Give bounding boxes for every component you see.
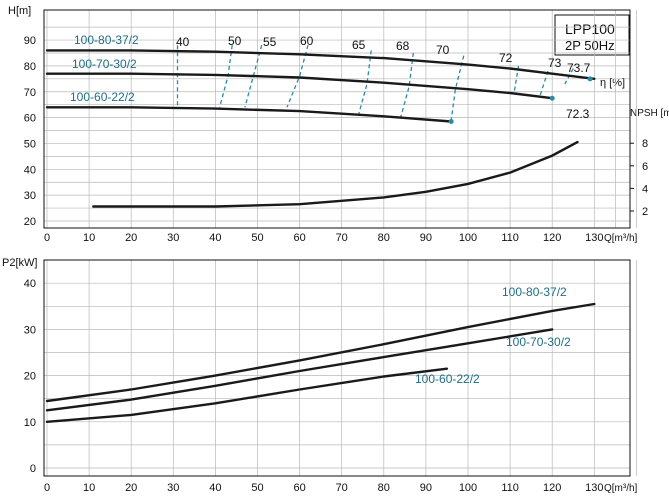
bottom-y-tick: 20: [24, 371, 36, 383]
bottom-x-tick: 90: [420, 482, 432, 494]
top-plot-frame: [43, 9, 631, 229]
top-y-tick: 20: [24, 216, 36, 228]
head-series-label: 100-80-37/2: [74, 33, 139, 47]
top-x-tick: 30: [167, 232, 179, 244]
bottom-x-tick: 130: [585, 482, 603, 494]
bottom-x-tick: 0: [44, 482, 50, 494]
bottom-y-tick: 0: [30, 463, 36, 475]
title-box: [554, 14, 630, 56]
top-y-axis-label: H[m]: [8, 5, 31, 17]
npsh-tick: 8: [642, 138, 648, 150]
top-x-tick: 80: [378, 232, 390, 244]
efficiency-value-label: 73.7: [567, 61, 591, 75]
efficiency-isoline: [513, 65, 520, 92]
power-curve-100-80-37/2: [45, 302, 596, 403]
top-y-tick: 70: [24, 87, 36, 99]
head-curve-100-80-37/2: [45, 49, 596, 80]
bottom-x-tick: 10: [83, 482, 95, 494]
bottom-y-tick: 10: [24, 417, 36, 429]
power-curve-100-70-30/2: [45, 328, 554, 412]
top-x-tick: 100: [459, 232, 477, 244]
best-efficiency-point: [448, 118, 454, 124]
bottom-y-tick: 30: [24, 324, 36, 336]
efficiency-value-label: 60: [300, 34, 314, 48]
bottom-x-tick: 70: [336, 482, 348, 494]
top-y-tick: 30: [24, 190, 36, 202]
bottom-x-tick: 30: [167, 482, 179, 494]
efficiency-value-label: 72: [499, 51, 513, 65]
top-x-tick: 120: [543, 232, 561, 244]
npsh-curve: [92, 140, 579, 208]
efficiency-value-label: 68: [396, 39, 410, 53]
top-x-tick: 130: [585, 232, 603, 244]
top-x-tick: 10: [83, 232, 95, 244]
bottom-x-tick: 40: [209, 482, 221, 494]
head-series-label: 100-70-30/2: [72, 57, 137, 71]
top-x-tick: 60: [293, 232, 305, 244]
bottom-x-axis-label: Q[m³/h]: [604, 483, 638, 494]
best-efficiency-point: [587, 76, 593, 82]
power-series-label: 100-60-22/2: [415, 372, 480, 386]
efficiency-value-label: 72.3: [566, 107, 590, 121]
top-y-tick: 60: [24, 113, 36, 125]
top-y-tick: 40: [24, 164, 36, 176]
top-x-tick: 50: [251, 232, 263, 244]
power-chart: P2[kW] Q[m³/h] 0 10 20 30 40 0 10 20 30 40 50 60 70 8…: [2, 257, 638, 494]
chart-subtitle: 2P 50Hz: [565, 38, 615, 53]
npsh-tick: 4: [642, 183, 648, 195]
bottom-x-tick: 20: [125, 482, 137, 494]
top-y-tick: 90: [24, 35, 36, 47]
efficiency-value-label: 55: [263, 35, 277, 49]
npsh-tick: 2: [642, 206, 648, 218]
efficiency-isoline: [244, 45, 263, 108]
top-x-tick: 70: [336, 232, 348, 244]
npsh-axis-label: NPSH [m]: [630, 108, 669, 119]
top-x-tick: 20: [125, 232, 137, 244]
bottom-y-axis-label: P2[kW]: [2, 257, 37, 269]
head-curve-100-60-22/2: [45, 106, 453, 123]
bottom-plot-frame: [43, 259, 631, 477]
head-series-label: 100-60-22/2: [70, 90, 135, 104]
efficiency-value-label: 50: [228, 34, 242, 48]
top-x-tick: 90: [420, 232, 432, 244]
efficiency-value-label: 73: [548, 56, 562, 70]
top-y-tick: 80: [24, 61, 36, 73]
head-chart: LPP100 2P 50Hz H[m] Q[m³/h] η [%] NPSH […: [8, 5, 669, 244]
bottom-x-tick: 120: [543, 482, 561, 494]
top-x-tick: 0: [44, 232, 50, 244]
efficiency-isoline: [538, 70, 549, 98]
bottom-x-tick: 50: [251, 482, 263, 494]
bottom-x-tick: 60: [293, 482, 305, 494]
chart-title: LPP100: [565, 21, 615, 37]
top-y-tick: 50: [24, 138, 36, 150]
bottom-x-tick: 110: [501, 482, 519, 494]
bottom-x-tick: 80: [378, 482, 390, 494]
npsh-tick: 6: [642, 161, 648, 173]
top-x-tick: 40: [209, 232, 221, 244]
bottom-y-tick: 40: [24, 278, 36, 290]
head-curve-100-70-30/2: [45, 72, 554, 100]
efficiency-value-label: 65: [352, 38, 366, 52]
power-series-label: 100-80-37/2: [502, 285, 567, 299]
efficiency-axis-label: η [%]: [600, 77, 625, 89]
bottom-x-tick: 100: [459, 482, 477, 494]
best-efficiency-point: [549, 95, 555, 101]
top-x-tick: 110: [501, 232, 519, 244]
power-curve-100-60-22/2: [45, 367, 449, 423]
top-x-axis-label: Q[m³/h]: [604, 233, 638, 244]
efficiency-value-label: 70: [436, 43, 450, 57]
power-series-label: 100-70-30/2: [506, 335, 571, 349]
efficiency-value-label: 40: [176, 35, 190, 49]
